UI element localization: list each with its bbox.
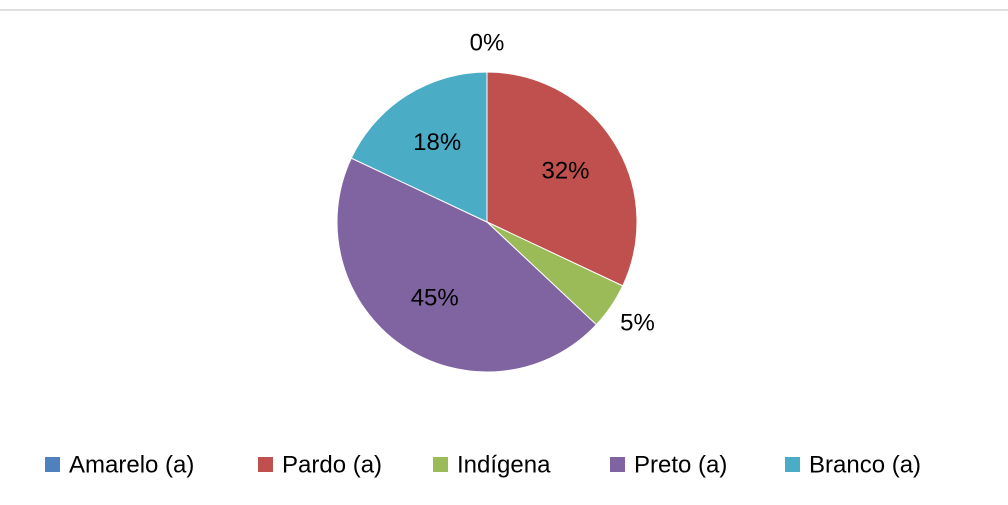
legend-label: Branco (a): [809, 451, 921, 478]
data-label: 5%: [620, 310, 655, 337]
legend-label: Indígena: [457, 451, 551, 478]
data-label: 45%: [411, 284, 459, 311]
legend-swatch: [785, 457, 800, 472]
legend-label: Amarelo (a): [69, 451, 194, 478]
pie-slice: [336, 157, 598, 373]
data-label: 0%: [470, 29, 505, 56]
legend-label: Pardo (a): [282, 451, 382, 478]
legend-swatch: [258, 457, 273, 472]
legend-swatch: [433, 457, 448, 472]
data-label: 32%: [541, 158, 589, 185]
legend-label: Preto (a): [634, 451, 727, 478]
legend-swatch: [610, 457, 625, 472]
pie-slice: [486, 71, 638, 287]
data-label: 18%: [413, 129, 461, 156]
pie-slice: [350, 71, 488, 223]
legend-swatch: [45, 457, 60, 472]
